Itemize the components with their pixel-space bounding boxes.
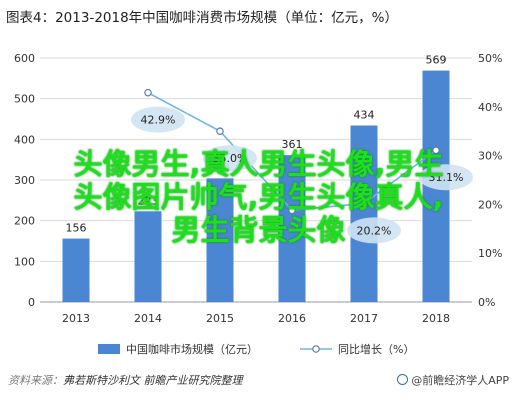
y-right-tick-label: 40% (478, 101, 502, 114)
growth-data-label: 42.9% (141, 114, 176, 127)
source-text: 弗若斯特沙利文 前瞻产业研究院整理 (63, 374, 243, 387)
bar (134, 211, 162, 302)
y-left-tick-label: 200 (14, 215, 35, 228)
bar (350, 125, 378, 302)
bar (278, 155, 306, 302)
x-tick-label: 2016 (278, 312, 306, 325)
axes: 0 100 200 300 400 500 600 0% 10% 20% 30% 40% 50% 2013… (14, 52, 502, 325)
growth-point (432, 146, 440, 155)
bar-data-label: 434 (354, 109, 375, 122)
x-tick-label: 2017 (350, 312, 378, 325)
grid-lines (40, 57, 472, 303)
logo-text: @前瞻经济学人APP (411, 374, 509, 387)
legend-bar-label: 中国咖啡市场规模（亿元） (126, 342, 258, 356)
chart-title: 图表4：2013-2018年中国咖啡消费市场规模（单位：亿元，%） (6, 10, 399, 26)
x-tick-label: 2014 (134, 312, 162, 325)
growth-point (216, 127, 224, 136)
y-left-tick-label: 400 (14, 133, 35, 146)
growth-data-label: 20.2% (357, 224, 392, 237)
legend-bar-swatch (98, 344, 120, 354)
x-tick-label: 2018 (422, 312, 450, 325)
growth-label-bubble (347, 217, 401, 244)
growth-point (288, 206, 296, 215)
y-right-tick-label: 50% (478, 52, 502, 65)
y-left-tick-label: 300 (14, 174, 35, 187)
y-left-tick-label: 100 (14, 255, 35, 268)
bar-data-label: 156 (66, 222, 87, 235)
logo-icon (397, 374, 409, 385)
growth-data-label: 35.0% (213, 152, 248, 165)
y-right-tick-label: 30% (478, 150, 502, 163)
growth-label-bubble (131, 106, 185, 133)
bar-data-label: 223 (138, 194, 159, 207)
growth-label-bubble (419, 164, 473, 191)
legend-line-marker (312, 345, 320, 353)
y-left-tick-label: 0 (28, 296, 35, 309)
source-label: 资料来源： (8, 374, 63, 387)
y-right-tick-label: 0% (478, 296, 495, 309)
legend-line-label: 同比增长（%） (338, 342, 414, 356)
growth-point (144, 88, 152, 97)
source-note: 资料来源：弗若斯特沙利文 前瞻产业研究院整理 (8, 372, 243, 388)
legend: 中国咖啡市场规模（亿元） 同比增长（%） (98, 342, 414, 356)
bar-data-label: 569 (426, 54, 447, 67)
bar (62, 238, 90, 302)
y-right-tick-label: 20% (478, 198, 502, 211)
x-tick-label: 2013 (62, 312, 90, 325)
y-right-tick-label: 10% (478, 247, 502, 260)
bar-data-label: 361 (282, 138, 303, 151)
growth-label-bubble (203, 145, 257, 172)
bar (206, 178, 234, 302)
y-left-tick-label: 600 (14, 52, 35, 65)
x-tick-label: 2015 (206, 312, 234, 325)
growth-point (360, 199, 368, 208)
growth-line-series: 42.9% 35.0% 20.2% 31.1% (131, 88, 473, 244)
publisher-logo: @前瞻经济学人APP (397, 372, 509, 388)
y-left-tick-label: 500 (14, 93, 35, 106)
growth-data-label: 31.1% (429, 171, 464, 184)
bar-series: 156223304361434569 (62, 54, 450, 303)
